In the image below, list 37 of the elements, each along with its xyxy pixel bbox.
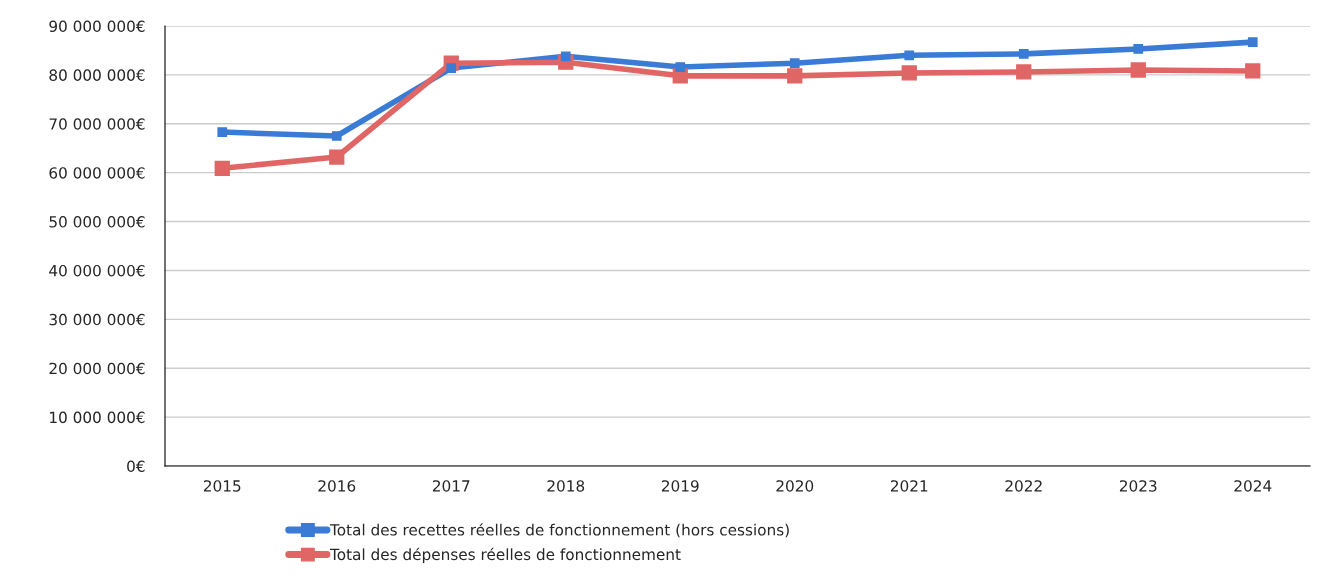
point xyxy=(1018,49,1029,59)
point xyxy=(1247,37,1258,47)
x-tick-label: 2015 xyxy=(203,480,241,492)
y-tick-label: 60 000 000€ xyxy=(49,167,145,179)
x-tick-label: 2022 xyxy=(1005,480,1042,492)
point xyxy=(1133,44,1144,54)
point xyxy=(214,160,230,176)
y-tick-label: 90 000 000€ xyxy=(49,20,145,33)
point xyxy=(217,127,228,137)
y-tick-label: 50 000 000€ xyxy=(49,216,145,228)
point xyxy=(1245,63,1261,79)
y-tick-label: 0€ xyxy=(127,460,145,473)
x-tick-label: 2023 xyxy=(1119,480,1157,492)
x-tick-label: 2017 xyxy=(432,480,470,492)
point xyxy=(1130,62,1146,78)
point xyxy=(329,149,345,165)
point xyxy=(331,131,342,141)
legend-label: Total des dépenses réelles de fonctionnement xyxy=(329,547,681,564)
x-tick-label: 2016 xyxy=(318,480,356,492)
point xyxy=(904,50,915,61)
y-tick-label: 20 000 000€ xyxy=(49,362,145,375)
x-tick-label: 2024 xyxy=(1234,480,1272,492)
y-tick-label: 30 000 000€ xyxy=(49,313,145,326)
y-tick-label: 80 000 000€ xyxy=(49,69,145,81)
x-tick-label: 2021 xyxy=(890,480,928,492)
point xyxy=(675,62,686,72)
x-tick-label: 2018 xyxy=(547,480,585,492)
point xyxy=(901,65,917,81)
point xyxy=(789,58,800,69)
point xyxy=(1016,64,1032,80)
y-tick-label: 70 000 000€ xyxy=(49,118,145,130)
point xyxy=(787,68,803,84)
x-tick-label: 2020 xyxy=(776,480,814,492)
y-tick-label: 10 000 000€ xyxy=(50,411,145,424)
x-tick-label: 2019 xyxy=(661,480,699,492)
legend-label: Total des recettes réelles de fonctionnement (hors cessions) xyxy=(329,523,789,538)
y-tick-label: 40 000 000€ xyxy=(49,264,145,277)
